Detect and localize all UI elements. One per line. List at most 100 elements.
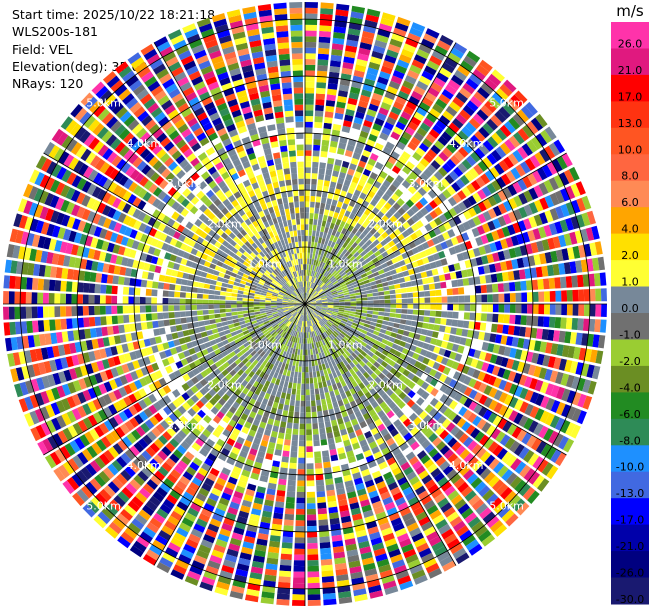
velocity-gate (374, 405, 382, 414)
velocity-gate (466, 268, 474, 277)
velocity-gate (214, 337, 222, 344)
velocity-gate (333, 193, 340, 201)
velocity-gate (293, 565, 305, 572)
velocity-gate (334, 159, 342, 167)
velocity-gate (186, 388, 195, 398)
velocity-gate (452, 547, 467, 560)
velocity-gate (305, 326, 307, 333)
velocity-gate (442, 560, 456, 572)
velocity-gate (458, 384, 468, 394)
velocity-gate (48, 306, 55, 318)
velocity-gate (305, 116, 314, 122)
velocity-gate (305, 133, 313, 139)
velocity-gate (330, 254, 336, 261)
velocity-gate (349, 212, 356, 220)
velocity-gate (549, 290, 556, 302)
velocity-gate (231, 354, 239, 362)
velocity-gate (373, 361, 381, 369)
velocity-gate (227, 280, 235, 285)
velocity-gate (321, 306, 328, 309)
velocity-gate (222, 339, 229, 346)
velocity-gate (263, 505, 273, 513)
velocity-gate (51, 225, 61, 238)
velocity-gate (459, 465, 471, 477)
velocity-gate (416, 378, 425, 387)
velocity-gate (502, 420, 513, 433)
velocity-gate (466, 50, 481, 63)
velocity-gate (421, 391, 430, 400)
velocity-gate (444, 326, 452, 334)
velocity-gate (357, 218, 365, 226)
velocity-gate (453, 304, 459, 311)
velocity-gate (146, 431, 157, 442)
velocity-gate (95, 492, 108, 506)
velocity-gate (339, 504, 349, 512)
velocity-gate (252, 419, 261, 427)
velocity-gate (323, 467, 332, 474)
velocity-gate (572, 245, 581, 259)
velocity-gate (368, 441, 378, 450)
velocity-gate (340, 190, 347, 198)
velocity-gate (174, 256, 183, 264)
velocity-gate (83, 376, 93, 388)
velocity-gate (306, 281, 309, 288)
velocity-gate (271, 338, 277, 344)
velocity-gate (216, 322, 223, 328)
velocity-gate (359, 318, 366, 323)
velocity-gate (359, 367, 366, 375)
velocity-gate (258, 322, 265, 328)
velocity-gate (305, 13, 318, 20)
velocity-gate (55, 400, 66, 413)
velocity-gate (293, 318, 298, 325)
velocity-gate (116, 456, 128, 468)
velocity-gate (427, 344, 436, 352)
velocity-gate (351, 194, 359, 202)
velocity-gate (109, 499, 122, 512)
velocity-gate (411, 339, 419, 346)
velocity-gate (241, 365, 248, 372)
velocity-gate (444, 57, 458, 69)
velocity-gate (328, 335, 334, 341)
velocity-gate (372, 45, 386, 54)
velocity-gate (182, 373, 191, 382)
velocity-gate (145, 446, 156, 458)
velocity-gate (103, 419, 114, 432)
velocity-gate (312, 312, 317, 318)
velocity-gate (481, 255, 489, 265)
velocity-gate (87, 414, 98, 427)
velocity-gate (338, 279, 345, 284)
velocity-gate (323, 357, 328, 364)
velocity-gate (390, 131, 401, 141)
velocity-gate (319, 25, 332, 32)
velocity-gate (347, 168, 355, 176)
velocity-gate (353, 477, 364, 486)
velocity-gate (289, 316, 295, 322)
velocity-gate (385, 141, 395, 151)
velocity-gate (165, 365, 173, 374)
velocity-gate (374, 326, 381, 332)
velocity-gate (472, 330, 480, 340)
velocity-gate (229, 433, 238, 442)
velocity-gate (371, 92, 383, 102)
velocity-gate (321, 283, 326, 289)
velocity-gate (229, 327, 236, 333)
velocity-gate (520, 350, 528, 361)
velocity-gate (289, 329, 294, 336)
velocity-gate (333, 271, 339, 277)
velocity-gate (330, 325, 336, 331)
velocity-gate (231, 297, 237, 301)
velocity-gate (298, 446, 305, 453)
velocity-gate (211, 549, 224, 559)
velocity-gate (339, 305, 345, 308)
velocity-gate (349, 337, 356, 343)
velocity-gate (306, 264, 309, 270)
velocity-gate (323, 338, 328, 345)
velocity-gate (323, 461, 331, 469)
velocity-gate (330, 54, 342, 62)
velocity-gate (139, 531, 153, 543)
velocity-gate (582, 318, 590, 332)
velocity-gate (431, 236, 440, 245)
velocity-gate (401, 203, 410, 212)
velocity-gate (366, 313, 373, 318)
velocity-gate (393, 262, 401, 269)
